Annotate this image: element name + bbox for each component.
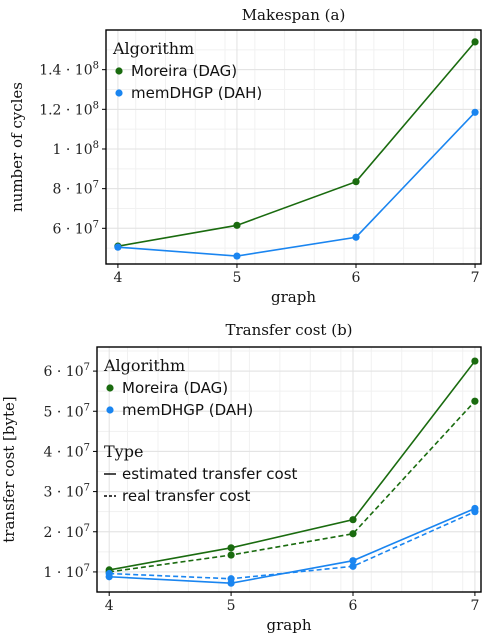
x-tick-label: 5 — [227, 598, 236, 614]
data-point — [352, 178, 360, 186]
x-tick-label: 7 — [471, 270, 480, 286]
y-tick-label: 3 · 107 — [44, 483, 90, 501]
chart-panel-1: 4 5 6 7 6 · 107 8 · 107 1 · 108 1.2 · 108 1.4 · … — [8, 6, 482, 306]
data-point — [471, 357, 479, 365]
data-point — [352, 233, 360, 241]
series-line-3 — [109, 507, 476, 584]
legend-type-entry: estimated transfer cost — [122, 465, 298, 483]
y-tick-label: 5 · 107 — [44, 402, 90, 420]
y-tick-label: 6 · 107 — [44, 362, 90, 380]
data-point — [233, 221, 241, 229]
y-tick-label: 1.2 · 108 — [39, 100, 99, 118]
y-tick-label: 8 · 107 — [53, 180, 99, 198]
data-point — [471, 38, 479, 46]
y-tick-label: 4 · 107 — [44, 442, 90, 460]
x-tick-label: 6 — [352, 270, 361, 286]
legend-marker — [115, 67, 123, 75]
y-tick-label: 1 · 108 — [53, 140, 99, 158]
legend-marker — [115, 89, 123, 97]
data-point — [233, 252, 241, 260]
y-tick-label: 6 · 107 — [53, 219, 99, 237]
data-point — [471, 508, 479, 516]
data-point — [349, 562, 357, 570]
x-axis-label: graph — [267, 616, 312, 634]
plot-frame — [96, 346, 482, 593]
chart-title: Makespan (a) — [242, 6, 346, 24]
series-line-2 — [117, 111, 476, 257]
legend-entry: Moreira (DAG) — [131, 62, 237, 80]
series-line-1 — [109, 360, 476, 571]
chart-title: Transfer cost (b) — [225, 321, 352, 339]
x-tick-label: 6 — [349, 598, 358, 614]
y-axis-label: number of cycles — [8, 82, 26, 212]
legend-title: Algorithm — [112, 39, 194, 58]
chart-panel-2: 4 5 6 7 1 · 107 2 · 107 3 · 107 4 · 107 5 · 107 6… — [0, 321, 482, 634]
legend-marker — [106, 406, 114, 414]
y-axis-label: transfer cost [byte] — [0, 396, 18, 542]
data-point — [227, 551, 235, 559]
data-point — [227, 544, 235, 552]
x-tick-label: 4 — [105, 598, 114, 614]
x-tick-label: 7 — [470, 598, 479, 614]
legend-entry: memDHGP (DAH) — [122, 401, 253, 419]
grid — [97, 347, 481, 592]
legend-marker — [106, 384, 114, 392]
legend: Algorithm Moreira (DAG) memDHGP (DAH) Type e… — [103, 356, 298, 505]
legend: Algorithm Moreira (DAG) memDHGP (DAH) — [112, 39, 262, 102]
legend-type-entry: real transfer cost — [122, 487, 250, 505]
legend-title: Algorithm — [103, 356, 185, 375]
y-tick-label: 2 · 107 — [44, 523, 90, 541]
series-line-1 — [117, 41, 476, 247]
data-point — [471, 108, 479, 116]
x-tick-label: 5 — [232, 270, 241, 286]
x-axis-label: graph — [271, 288, 316, 306]
data-point — [227, 575, 235, 583]
legend-entry: memDHGP (DAH) — [131, 84, 262, 102]
x-tick-label: 4 — [113, 270, 122, 286]
y-tick-label: 1 · 107 — [44, 563, 90, 581]
data-point — [349, 530, 357, 538]
y-tick-label: 1.4 · 108 — [39, 61, 99, 79]
data-point — [349, 557, 357, 565]
data-point — [114, 243, 122, 251]
data-point — [471, 397, 479, 405]
data-point — [105, 569, 113, 578]
legend-entry: Moreira (DAG) — [122, 379, 228, 397]
legend-type-title: Type — [104, 442, 143, 461]
plot-frame — [105, 29, 482, 265]
grid — [106, 30, 481, 264]
data-point — [349, 516, 357, 524]
series-line-2 — [109, 400, 476, 573]
